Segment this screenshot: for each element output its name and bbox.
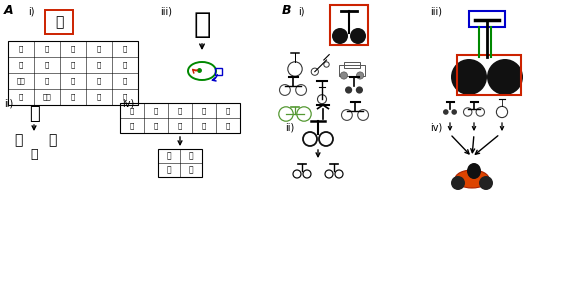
Circle shape (451, 109, 457, 115)
Bar (8, 41, 138, 105)
Circle shape (479, 176, 493, 190)
Text: ಙ: ಙ (189, 151, 193, 160)
Circle shape (487, 59, 523, 95)
Text: ಕ: ಕ (19, 62, 23, 68)
Bar (120, 103, 240, 133)
Text: ಣ: ಣ (71, 78, 75, 84)
Circle shape (356, 86, 363, 94)
Text: ಥ: ಥ (167, 165, 171, 175)
Text: ದ: ದ (178, 108, 182, 114)
Text: ನ: ನ (202, 108, 206, 114)
Text: iii): iii) (160, 6, 172, 16)
Text: ಐ: ಐ (71, 46, 75, 52)
Text: ಮ: ಮ (178, 123, 182, 129)
Bar (457, 55, 521, 95)
Circle shape (340, 72, 348, 79)
Circle shape (357, 72, 363, 79)
Circle shape (350, 28, 366, 44)
Circle shape (345, 86, 352, 94)
Text: ಗ: ಗ (167, 151, 171, 160)
Text: ಣ: ಣ (154, 108, 158, 114)
Text: i): i) (298, 6, 304, 16)
Text: ಥ: ಥ (123, 94, 127, 100)
Text: ಉ: ಉ (130, 108, 134, 114)
Text: ಕ: ಕ (97, 94, 101, 100)
Text: ಛ: ಛ (154, 123, 158, 129)
Text: i): i) (28, 6, 35, 16)
Text: ಊ: ಊ (45, 62, 49, 68)
Text: ಬಾ: ಬಾ (43, 94, 52, 100)
Text: ಚ: ಚ (123, 46, 127, 52)
Bar (340, 65, 365, 75)
Text: ಲ: ಲ (71, 94, 75, 100)
Circle shape (451, 59, 487, 95)
Text: ಊ: ಊ (226, 123, 230, 129)
Text: ಬ: ಬ (123, 62, 127, 68)
Text: ಔ: ಔ (14, 133, 22, 147)
Text: iii): iii) (430, 6, 442, 16)
Bar (344, 62, 360, 68)
Text: ಝ: ಝ (97, 62, 101, 68)
Bar (158, 149, 202, 177)
Bar (330, 5, 368, 45)
Text: ಲ: ಲ (19, 46, 23, 52)
Circle shape (451, 176, 465, 190)
Circle shape (443, 109, 448, 115)
Text: ಕ: ಕ (45, 46, 49, 52)
Text: iv): iv) (122, 99, 134, 109)
Text: ಬಿ: ಬಿ (16, 78, 26, 84)
Ellipse shape (467, 163, 481, 179)
Text: ತ: ತ (97, 78, 101, 84)
Text: ಎ: ಎ (130, 123, 134, 129)
Text: ಅ: ಅ (45, 78, 49, 84)
Text: ಎ: ಎ (97, 46, 101, 52)
Text: ದ: ದ (123, 78, 127, 84)
Circle shape (332, 28, 348, 44)
Text: ಔ: ಔ (30, 148, 38, 160)
Text: ಫ: ಫ (189, 165, 193, 175)
Text: ಔ: ಔ (55, 15, 63, 29)
Bar (45, 10, 73, 34)
Text: ii): ii) (285, 122, 294, 132)
Bar (215, 68, 222, 75)
Text: B: B (282, 4, 291, 17)
Bar (469, 11, 505, 27)
Text: iv): iv) (430, 122, 442, 132)
Text: ಚ: ಚ (202, 123, 206, 129)
Text: ii): ii) (4, 99, 13, 109)
Ellipse shape (455, 170, 489, 188)
Text: ಲ: ಲ (226, 108, 230, 114)
Text: ಔ: ಔ (48, 133, 56, 147)
Text: ಔ: ಔ (193, 10, 211, 40)
Text: ಔ: ಔ (28, 105, 39, 123)
Text: A: A (4, 4, 14, 17)
Text: ಗ: ಗ (71, 62, 75, 68)
Text: ಸ: ಸ (19, 94, 23, 100)
